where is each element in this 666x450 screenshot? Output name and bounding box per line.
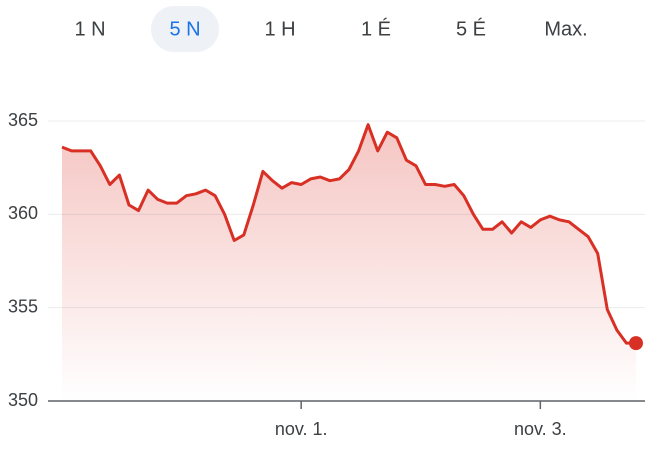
tab-highlight (151, 6, 219, 52)
plot: 350 355 360 365 nov. 1. nov. 3. (8, 110, 645, 439)
range-tab[interactable]: 5 É (456, 17, 486, 40)
x-tick-label: nov. 3. (514, 419, 567, 439)
range-tab[interactable]: 1 H (264, 18, 295, 40)
x-tick-label: nov. 1. (275, 419, 328, 439)
area-fill (62, 124, 636, 401)
range-tabs: 1 N 5 N 1 H 1 É 5 É Max. (74, 6, 588, 52)
range-tab[interactable]: Max. (544, 18, 587, 40)
range-tab[interactable]: 1 É (361, 17, 391, 40)
y-tick-label: 365 (8, 110, 38, 130)
last-point (629, 336, 643, 351)
price-line (61, 123, 636, 345)
y-tick-label: 350 (8, 390, 38, 410)
range-tab[interactable]: 5 N (169, 18, 200, 40)
y-tick-label: 360 (8, 203, 38, 223)
y-tick-label: 355 (8, 296, 38, 316)
range-tab[interactable]: 1 N (74, 18, 105, 40)
